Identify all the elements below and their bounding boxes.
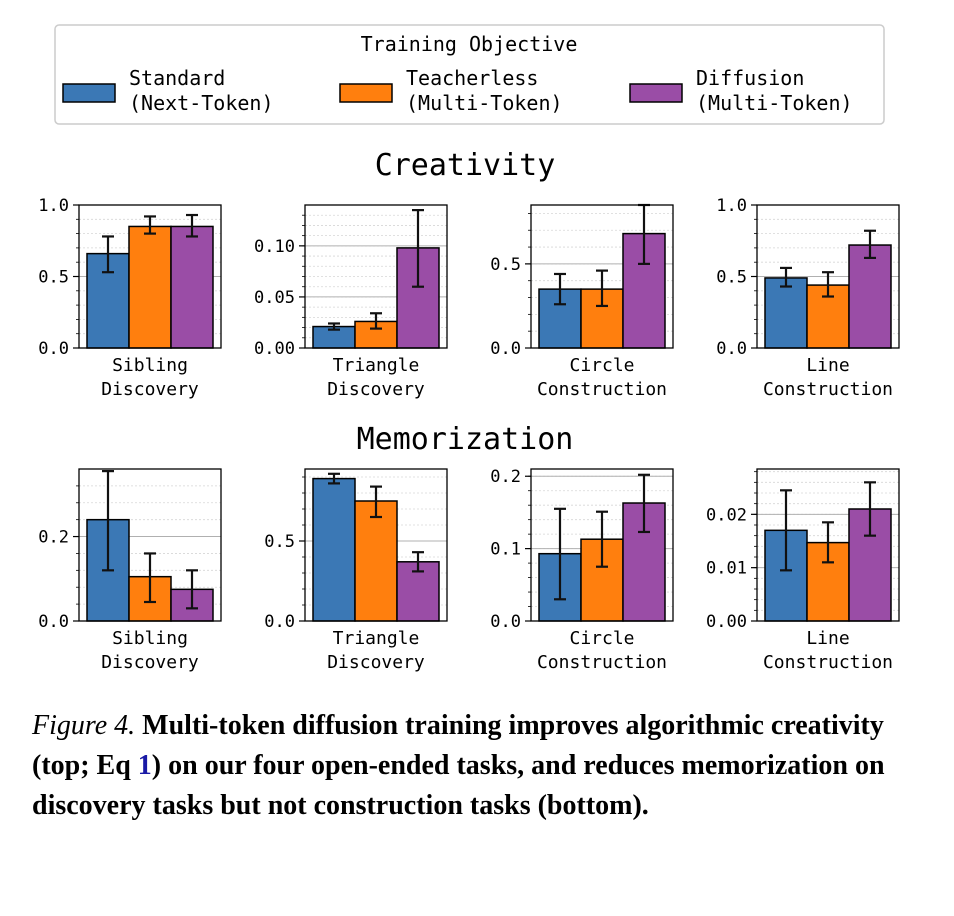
y-tick-label: 1.0 bbox=[716, 196, 747, 216]
chart-panel-6: 0.0 0.1 0.2 Circle Construction bbox=[490, 467, 674, 673]
legend-teacherless-line1: Teacherless bbox=[406, 66, 538, 90]
x-axis-label: Sibling bbox=[112, 355, 188, 376]
y-tick-label: 0.0 bbox=[38, 612, 69, 632]
x-axis-label: Discovery bbox=[101, 652, 199, 673]
x-axis-label: Discovery bbox=[327, 652, 425, 673]
y-tick-label: 0.00 bbox=[706, 612, 747, 632]
axes-frame bbox=[304, 204, 448, 349]
axes-frame bbox=[530, 204, 674, 349]
caption-label: Figure 4. bbox=[32, 710, 136, 741]
y-tick-label: 0.05 bbox=[254, 288, 295, 308]
x-axis-label: Line bbox=[806, 628, 849, 649]
legend-diffusion-line2: (Multi-Token) bbox=[696, 91, 853, 115]
chart-panel-3: 0.0 0.5 1.0 Line Construction bbox=[716, 196, 900, 400]
chart-panel-7: 0.00 0.01 0.02 Line Construction bbox=[706, 468, 900, 673]
x-axis-label: Discovery bbox=[101, 379, 199, 400]
figure-caption: Figure 4. Multi-token diffusion training… bbox=[32, 706, 912, 826]
legend-swatch-standard bbox=[62, 83, 116, 103]
x-axis-label: Construction bbox=[763, 379, 893, 400]
x-axis-label: Discovery bbox=[327, 379, 425, 400]
row-title-memorization: Memorization bbox=[357, 422, 574, 457]
bar-diffusion bbox=[848, 244, 892, 349]
bar-standard bbox=[764, 277, 808, 349]
y-tick-label: 0.0 bbox=[490, 339, 521, 359]
y-tick-label: 0.0 bbox=[716, 339, 747, 359]
legend-teacherless-line2: (Multi-Token) bbox=[406, 91, 563, 115]
y-tick-label: 0.1 bbox=[490, 540, 521, 560]
caption-text-before: Multi-token diffusion training improves … bbox=[32, 710, 884, 781]
y-tick-label: 0.0 bbox=[264, 612, 295, 632]
bar-standard bbox=[312, 477, 356, 622]
legend-standard-line2: (Next-Token) bbox=[129, 91, 274, 115]
legend-title: Training Objective bbox=[361, 32, 578, 56]
chart-panels: 0.0 0.5 1.0 Sibling Discovery 0.00 0.05 0.10 Tri… bbox=[38, 196, 900, 673]
y-tick-label: 0.2 bbox=[38, 528, 69, 548]
chart-panel-1: 0.00 0.05 0.10 Triangle Discovery bbox=[254, 204, 448, 400]
x-axis-label: Circle bbox=[569, 628, 634, 649]
legend-diffusion-line1: Diffusion bbox=[696, 66, 804, 90]
caption-text: Multi-token diffusion training improves … bbox=[32, 710, 885, 821]
y-tick-label: 0.5 bbox=[716, 268, 747, 288]
legend: Training Objective Standard (Next-Token)… bbox=[54, 24, 885, 125]
legend-standard-line1: Standard bbox=[129, 66, 225, 90]
axes-frame bbox=[78, 204, 222, 349]
x-axis-label: Triangle bbox=[333, 355, 420, 376]
y-tick-label: 0.5 bbox=[490, 255, 521, 275]
y-tick-label: 0.2 bbox=[490, 467, 521, 487]
chart-panel-4: 0.0 0.2 Sibling Discovery bbox=[38, 468, 222, 673]
y-tick-label: 0.01 bbox=[706, 559, 747, 579]
chart-panel-2: 0.0 0.5 Circle Construction bbox=[490, 203, 674, 400]
axes-frame bbox=[756, 468, 900, 622]
row-title-creativity: Creativity bbox=[375, 148, 556, 183]
x-axis-label: Construction bbox=[537, 379, 667, 400]
caption-equation-ref[interactable]: 1 bbox=[137, 750, 152, 781]
bar-diffusion bbox=[170, 225, 214, 349]
bar-teacherless bbox=[128, 225, 172, 349]
caption-text-after: ) on our four open-ended tasks, and re­d… bbox=[32, 750, 885, 821]
y-tick-label: 0.02 bbox=[706, 505, 747, 525]
legend-swatch-teacherless bbox=[339, 83, 393, 103]
y-tick-label: 0.0 bbox=[490, 612, 521, 632]
x-axis-label: Triangle bbox=[333, 628, 420, 649]
y-tick-label: 1.0 bbox=[38, 196, 69, 216]
x-axis-label: Line bbox=[806, 355, 849, 376]
chart-panel-0: 0.0 0.5 1.0 Sibling Discovery bbox=[38, 196, 222, 400]
chart-panel-5: 0.0 0.5 Triangle Discovery bbox=[264, 468, 448, 673]
y-tick-label: 0.10 bbox=[254, 237, 295, 257]
axes-frame bbox=[756, 204, 900, 349]
x-axis-label: Circle bbox=[569, 355, 634, 376]
x-axis-label: Construction bbox=[763, 652, 893, 673]
axes-frame bbox=[530, 468, 674, 622]
axes-frame bbox=[304, 468, 448, 622]
legend-swatch-diffusion bbox=[629, 83, 683, 103]
x-axis-label: Construction bbox=[537, 652, 667, 673]
y-tick-label: 0.00 bbox=[254, 339, 295, 359]
bar-teacherless bbox=[354, 500, 398, 622]
x-axis-label: Sibling bbox=[112, 628, 188, 649]
y-tick-label: 0.5 bbox=[38, 268, 69, 288]
y-tick-label: 0.5 bbox=[264, 532, 295, 552]
y-tick-label: 0.0 bbox=[38, 339, 69, 359]
axes-frame bbox=[78, 468, 222, 622]
figure-canvas: Training Objective Standard (Next-Token)… bbox=[38, 24, 900, 673]
